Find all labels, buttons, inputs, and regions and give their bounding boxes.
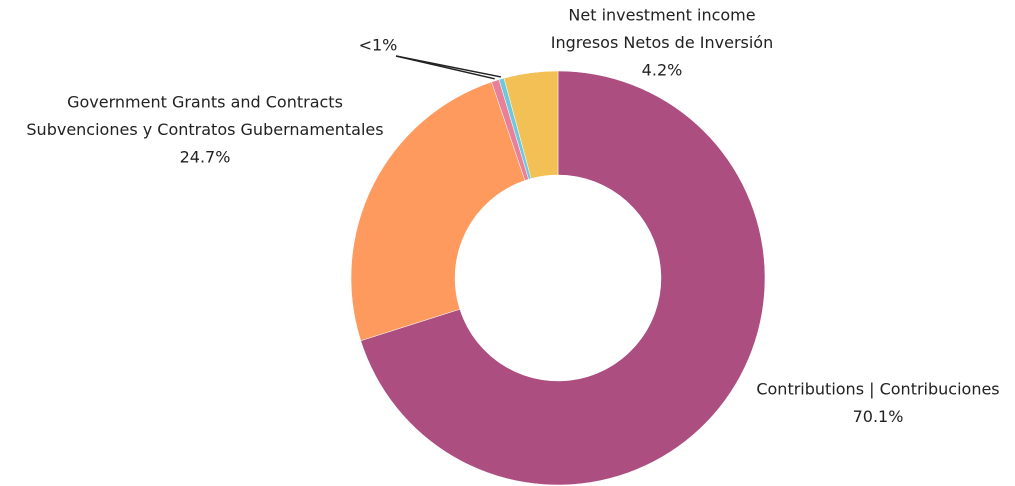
value-label: 4.2% xyxy=(642,61,683,80)
slice-label: Contributions | Contribuciones xyxy=(756,380,999,399)
donut-slice xyxy=(350,81,526,342)
slice-label: Net investment income xyxy=(568,6,755,25)
donut-slice xyxy=(360,70,766,486)
value-label: 24.7% xyxy=(180,148,231,167)
donut-slice xyxy=(503,70,559,179)
value-label: <1% xyxy=(359,36,398,55)
leader-line xyxy=(395,55,502,78)
value-label: 70.1% xyxy=(853,407,904,426)
slice-label: Government Grants and Contracts xyxy=(67,93,343,112)
slice-label: Ingresos Netos de Inversión xyxy=(551,33,773,52)
slice-label: Subvenciones y Contratos Gubernamentales xyxy=(26,120,383,139)
